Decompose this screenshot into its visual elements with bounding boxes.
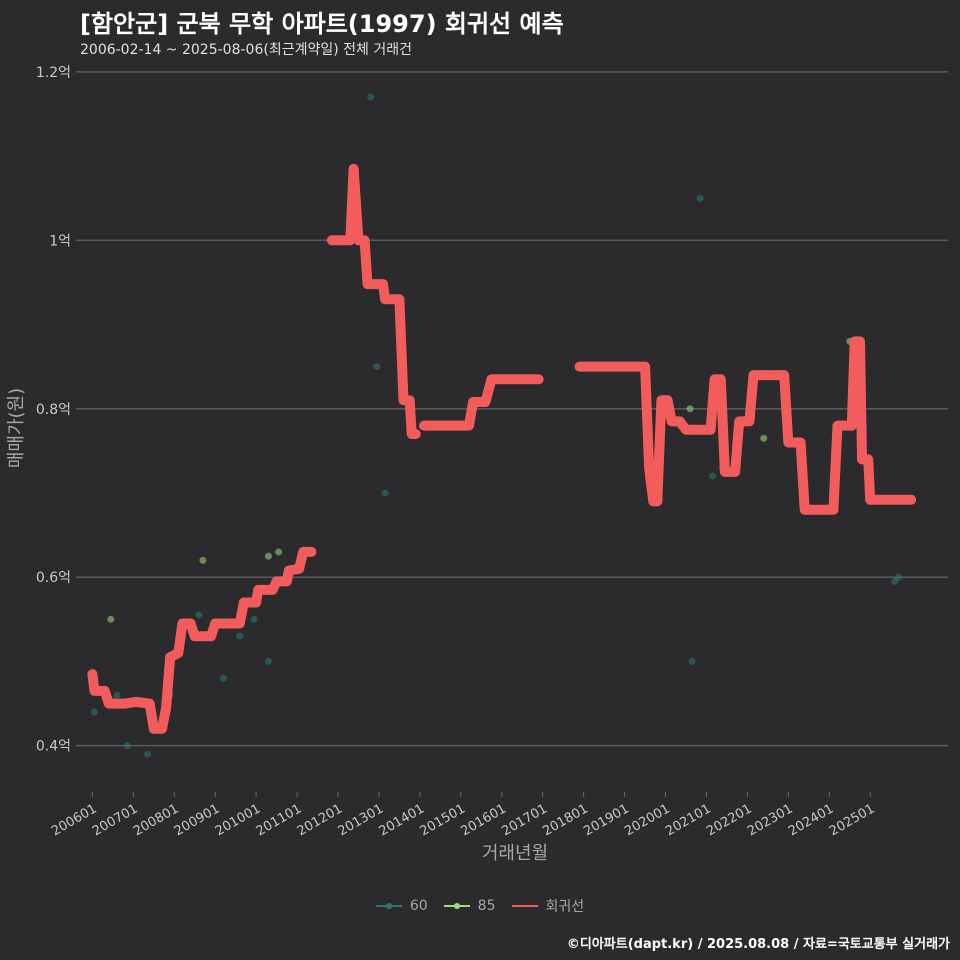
legend-item: 85: [444, 898, 496, 914]
legend-label: 85: [478, 898, 496, 914]
data-point-85: [107, 616, 114, 623]
data-point-60: [265, 658, 272, 665]
regression-line-segment: [580, 341, 912, 509]
x-tick-label: 201001: [213, 801, 263, 839]
data-point-60: [373, 363, 380, 370]
x-tick-label: 201701: [499, 801, 549, 839]
data-point-60: [195, 612, 202, 619]
legend-swatch-dot: [454, 903, 460, 909]
x-tick-label: 202201: [704, 801, 754, 839]
x-tick-label: 201401: [377, 801, 427, 839]
data-point-60: [144, 751, 151, 758]
x-tick-label: 201301: [336, 801, 386, 839]
legend-key: [512, 899, 538, 913]
legend-label: 회귀선: [546, 896, 585, 916]
x-tick-label: 200601: [49, 801, 99, 839]
legend: 60 85 회귀선: [0, 896, 960, 916]
x-tick-label: 202301: [745, 801, 795, 839]
y-tick-label: 0.8억: [36, 402, 71, 418]
x-tick-label: 202001: [622, 801, 672, 839]
x-tick-label: 201501: [418, 801, 468, 839]
y-tick-label: 0.6억: [36, 570, 71, 586]
gridlines: [76, 72, 948, 746]
x-tick-label: 201101: [254, 801, 304, 839]
x-tick-label: 202101: [663, 801, 713, 839]
scatter-points: [91, 94, 902, 758]
data-point-60: [236, 633, 243, 640]
data-point-60: [113, 692, 120, 699]
data-point-60: [689, 658, 696, 665]
x-tick-label: 201801: [540, 801, 590, 839]
x-tick-label: 200801: [131, 801, 181, 839]
regression-line: [92, 169, 911, 729]
x-tick-label: 200701: [90, 801, 140, 839]
source-caption: ©디아파트(dapt.kr) / 2025.08.08 / 자료=국토교통부 실…: [567, 933, 950, 952]
data-point-60: [382, 489, 389, 496]
y-tick-label: 1.2억: [36, 65, 71, 81]
x-tick-label: 201901: [581, 801, 631, 839]
y-axis-label: 매매가(원): [6, 388, 27, 468]
data-point-60: [91, 708, 98, 715]
chart-canvas: 0.4억 0.6억 0.8억 1억 1.2억 200601200701200801200…: [0, 0, 960, 960]
legend-key: [444, 899, 470, 913]
regression-line-segment: [424, 379, 539, 425]
y-tick-label: 1억: [49, 233, 71, 249]
x-tick-label: 201601: [458, 801, 508, 839]
legend-swatch-dot: [386, 903, 392, 909]
data-point-85: [760, 435, 767, 442]
data-point-60: [220, 675, 227, 682]
regression-line-segment: [332, 169, 416, 434]
data-point-85: [199, 557, 206, 564]
x-tick-label: 201201: [295, 801, 345, 839]
y-tick-label: 0.4억: [36, 739, 71, 755]
x-tick-label: 202401: [786, 801, 836, 839]
legend-item: 회귀선: [512, 896, 585, 916]
data-point-60: [895, 574, 902, 581]
legend-item: 60: [376, 898, 428, 914]
x-tick-labels: 2006012007012008012009012010012011012012…: [49, 792, 877, 839]
legend-key: [376, 899, 402, 913]
y-tick-labels: 0.4억 0.6억 0.8억 1억 1.2억: [36, 65, 71, 755]
data-point-60: [697, 195, 704, 202]
x-tick-label: 202501: [827, 801, 877, 839]
data-point-60: [251, 616, 258, 623]
data-point-85: [265, 553, 272, 560]
data-point-60: [124, 742, 131, 749]
legend-label: 60: [410, 898, 428, 914]
legend-swatch-line: [512, 905, 538, 907]
x-axis-label: 거래년월: [482, 843, 548, 864]
x-tick-label: 200901: [172, 801, 222, 839]
data-point-60: [709, 473, 716, 480]
data-point-85: [687, 405, 694, 412]
data-point-85: [275, 548, 282, 555]
data-point-60: [367, 94, 374, 101]
regression-line-segment: [92, 552, 311, 729]
